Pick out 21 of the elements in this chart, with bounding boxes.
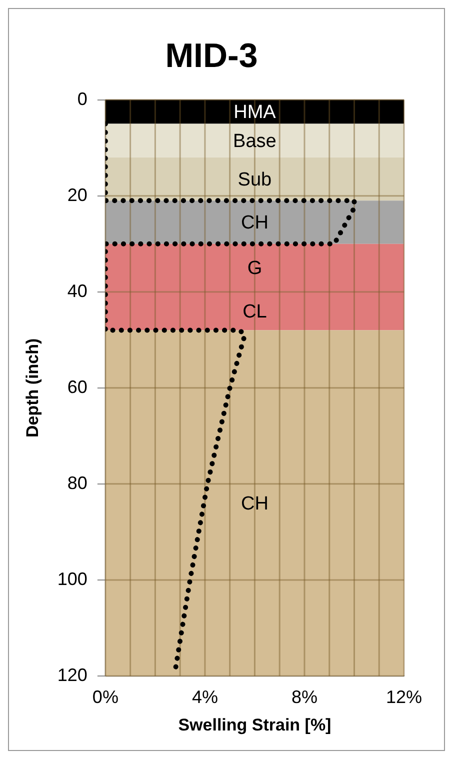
y-axis-title: Depth (inch) <box>22 338 42 438</box>
y-tick-label: 20 <box>67 184 88 205</box>
x-tick-label: 12% <box>386 686 422 707</box>
band-label: Sub <box>238 169 272 190</box>
band-label: G <box>247 258 262 280</box>
y-tick-label: 40 <box>67 280 88 301</box>
x-axis-title: Swelling Strain [%] <box>178 715 332 734</box>
x-tick-label: 4% <box>192 686 218 707</box>
chart-title: MID-3 <box>165 36 258 75</box>
band-label: Base <box>233 130 276 152</box>
y-tick-label: 60 <box>67 376 88 397</box>
band-label: CH <box>240 212 268 234</box>
band-label: CL <box>242 301 267 322</box>
x-tick-label: 8% <box>291 686 318 707</box>
y-tick-label: 0 <box>77 88 88 109</box>
y-tick-label: 100 <box>57 568 88 589</box>
y-tick-label: 120 <box>57 664 88 685</box>
band-label: HMA <box>234 102 276 124</box>
x-tick-label: 0% <box>92 686 118 707</box>
y-tick-label: 80 <box>67 472 88 493</box>
band-label: CH <box>240 493 268 514</box>
